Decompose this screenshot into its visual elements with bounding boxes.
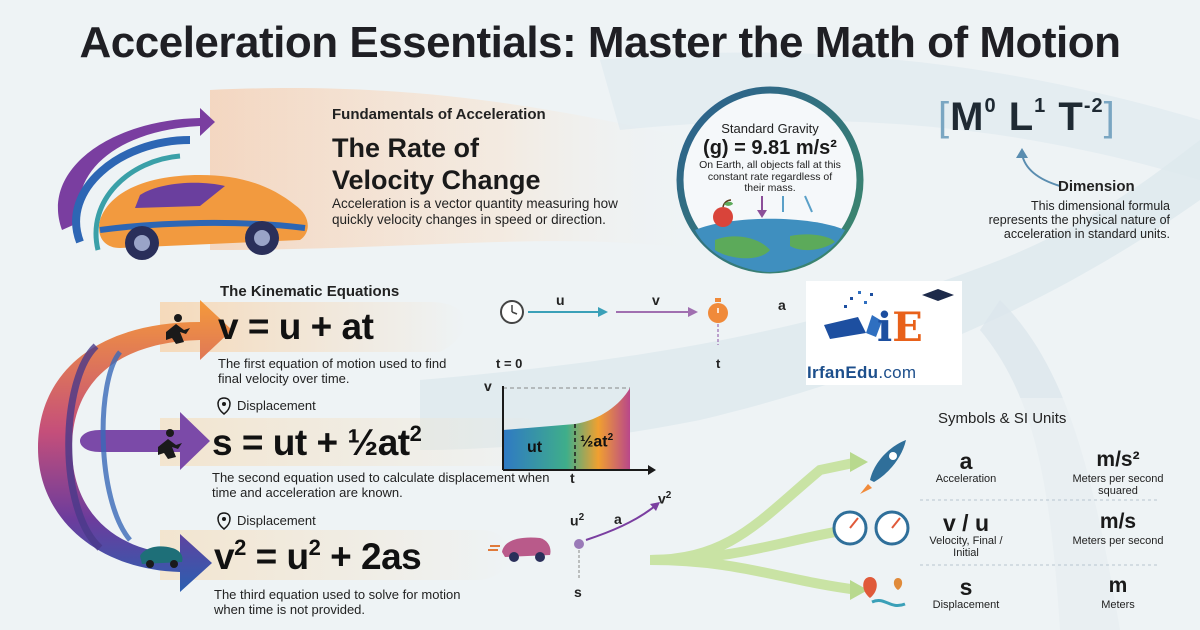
fundamentals-kicker: Fundamentals of Acceleration — [332, 106, 546, 123]
dimension-L-exp: 1 — [1034, 95, 1047, 117]
fundamentals-description: Acceleration is a vector quantity measur… — [332, 196, 618, 227]
motion-u2-label: u2 — [570, 512, 584, 529]
graph-area-half-at2: ½at2 — [580, 432, 613, 451]
logo-text[interactable]: IrfanEdu.com — [807, 363, 916, 383]
apple-icon — [713, 199, 733, 227]
small-car-icon — [140, 546, 183, 568]
location-pin-icon-2 — [217, 512, 231, 530]
gravity-title: Standard Gravity — [721, 121, 819, 136]
velocity-time-graph — [502, 386, 656, 475]
gravity-description: On Earth, all objects fall at this const… — [699, 159, 841, 194]
dimension-M-exp: 0 — [984, 95, 997, 117]
motion-v2-label: v2 — [658, 490, 671, 507]
dimension-T: T — [1058, 95, 1084, 139]
dimension-L: L — [1008, 95, 1035, 139]
dimension-M: M — [950, 95, 985, 139]
equation-3-exp1: 2 — [234, 535, 246, 560]
logo-box[interactable] — [806, 281, 962, 385]
map-pin-icon — [863, 577, 906, 607]
sports-car-icon — [98, 175, 308, 260]
book-logo-icon — [824, 289, 954, 339]
unit-m-s-desc: Meters per second — [1072, 535, 1164, 547]
symbol-a-name: Acceleration — [935, 473, 997, 485]
speedometer-icon — [832, 510, 910, 546]
equation-3-description: The third equation used to solve for mot… — [214, 587, 461, 617]
clock-icon — [500, 300, 524, 324]
stopwatch-icon — [708, 298, 728, 345]
equation-2-label: Displacement — [237, 398, 316, 413]
motion-s-label: s — [574, 584, 582, 600]
dimension-bracket-left: [ — [938, 95, 951, 139]
runner-icon-2 — [158, 429, 182, 459]
timeline-t0-label: t = 0 — [496, 356, 523, 371]
symbol-s-name: Displacement — [932, 599, 1000, 611]
unit-m: m — [1108, 574, 1128, 597]
kinematics-title: The Kinematic Equations — [220, 283, 400, 300]
timeline-v-label: v — [652, 292, 660, 308]
equation-2-main: s = ut + ½at — [212, 422, 410, 463]
logo-brand: IrfanEdu — [807, 363, 879, 382]
symbol-v-u: v / u — [942, 510, 989, 536]
motion-a-label: a — [614, 511, 622, 527]
runner-icon-1 — [166, 314, 190, 344]
car-motion-diagram — [488, 502, 660, 580]
equation-3-v: v — [214, 536, 235, 577]
equation-2: s = ut + ½at2 — [212, 421, 422, 464]
unit-m-s2: m/s² — [1096, 448, 1140, 471]
equation-2-exp: 2 — [409, 421, 422, 446]
equation-3-exp2: 2 — [308, 535, 321, 560]
symbol-row-velocity: v / u Velocity, Final / Initial m/s Mete… — [920, 510, 1190, 560]
symbol-v-u-name: Velocity, Final / Initial — [929, 535, 1003, 559]
dimension-T-exp: -2 — [1083, 95, 1104, 117]
graph-v-axis-label: v — [484, 378, 492, 394]
location-pin-icon-1 — [217, 397, 231, 415]
equation-3-end: + 2as — [320, 536, 422, 577]
equation-1-description: The first equation of motion used to fin… — [218, 356, 447, 386]
motion-v-exp: 2 — [665, 490, 672, 501]
timeline-t-label: t — [716, 356, 721, 371]
unit-m-desc: Meters — [1101, 599, 1135, 611]
symbols-header: Symbols & SI Units — [938, 410, 1067, 427]
symbol-a: a — [959, 448, 973, 474]
equation-2-description: The second equation used to calculate di… — [212, 470, 550, 500]
graph-area-ut: ut — [527, 439, 543, 456]
fundamentals-heading-line1: The Rate of — [332, 133, 480, 163]
timeline-u-label: u — [556, 292, 565, 308]
dimension-label: Dimension — [1058, 178, 1135, 195]
rocket-icon — [860, 440, 906, 494]
graph-area-exp: 2 — [607, 432, 614, 443]
symbol-s: s — [959, 574, 973, 600]
equation-3-mid: = u — [245, 536, 310, 577]
logo-mark: iE — [877, 304, 923, 351]
equation-3: v2 = u2 + 2as — [214, 535, 422, 578]
unit-m-s: m/s — [1099, 510, 1137, 533]
unit-m-s2-desc: Meters per second squared — [1072, 473, 1164, 497]
page-title: Acceleration Essentials: Master the Math… — [79, 18, 1121, 67]
motion-v-main: v — [658, 490, 666, 507]
motion-u-exp: 2 — [578, 512, 585, 523]
equation-1: v = u + at — [218, 306, 374, 347]
gravity-value: (g) = 9.81 m/s² — [703, 137, 837, 159]
motion-u-main: u — [570, 512, 579, 529]
timeline-diagram — [528, 307, 698, 317]
fundamentals-heading-line2: Velocity Change — [332, 165, 541, 195]
logo-domain: .com — [878, 363, 917, 382]
dimension-bracket-right: ] — [1103, 95, 1116, 139]
dimension-formula: [M0 L1 T-2] — [938, 95, 1116, 140]
graph-area-half-at: ½at — [580, 433, 608, 451]
symbol-row-displacement: s Displacement m Meters — [920, 574, 1190, 624]
fundamentals-heading: The Rate of Velocity Change — [332, 132, 632, 196]
graph-t-axis-label: t — [570, 470, 575, 486]
equation-3-label: Displacement — [237, 513, 316, 528]
timeline-a-label: a — [778, 297, 786, 313]
dimension-description: This dimensional formula represents the … — [988, 199, 1170, 241]
symbol-row-acceleration: a Acceleration m/s² Meters per second sq… — [920, 448, 1190, 498]
